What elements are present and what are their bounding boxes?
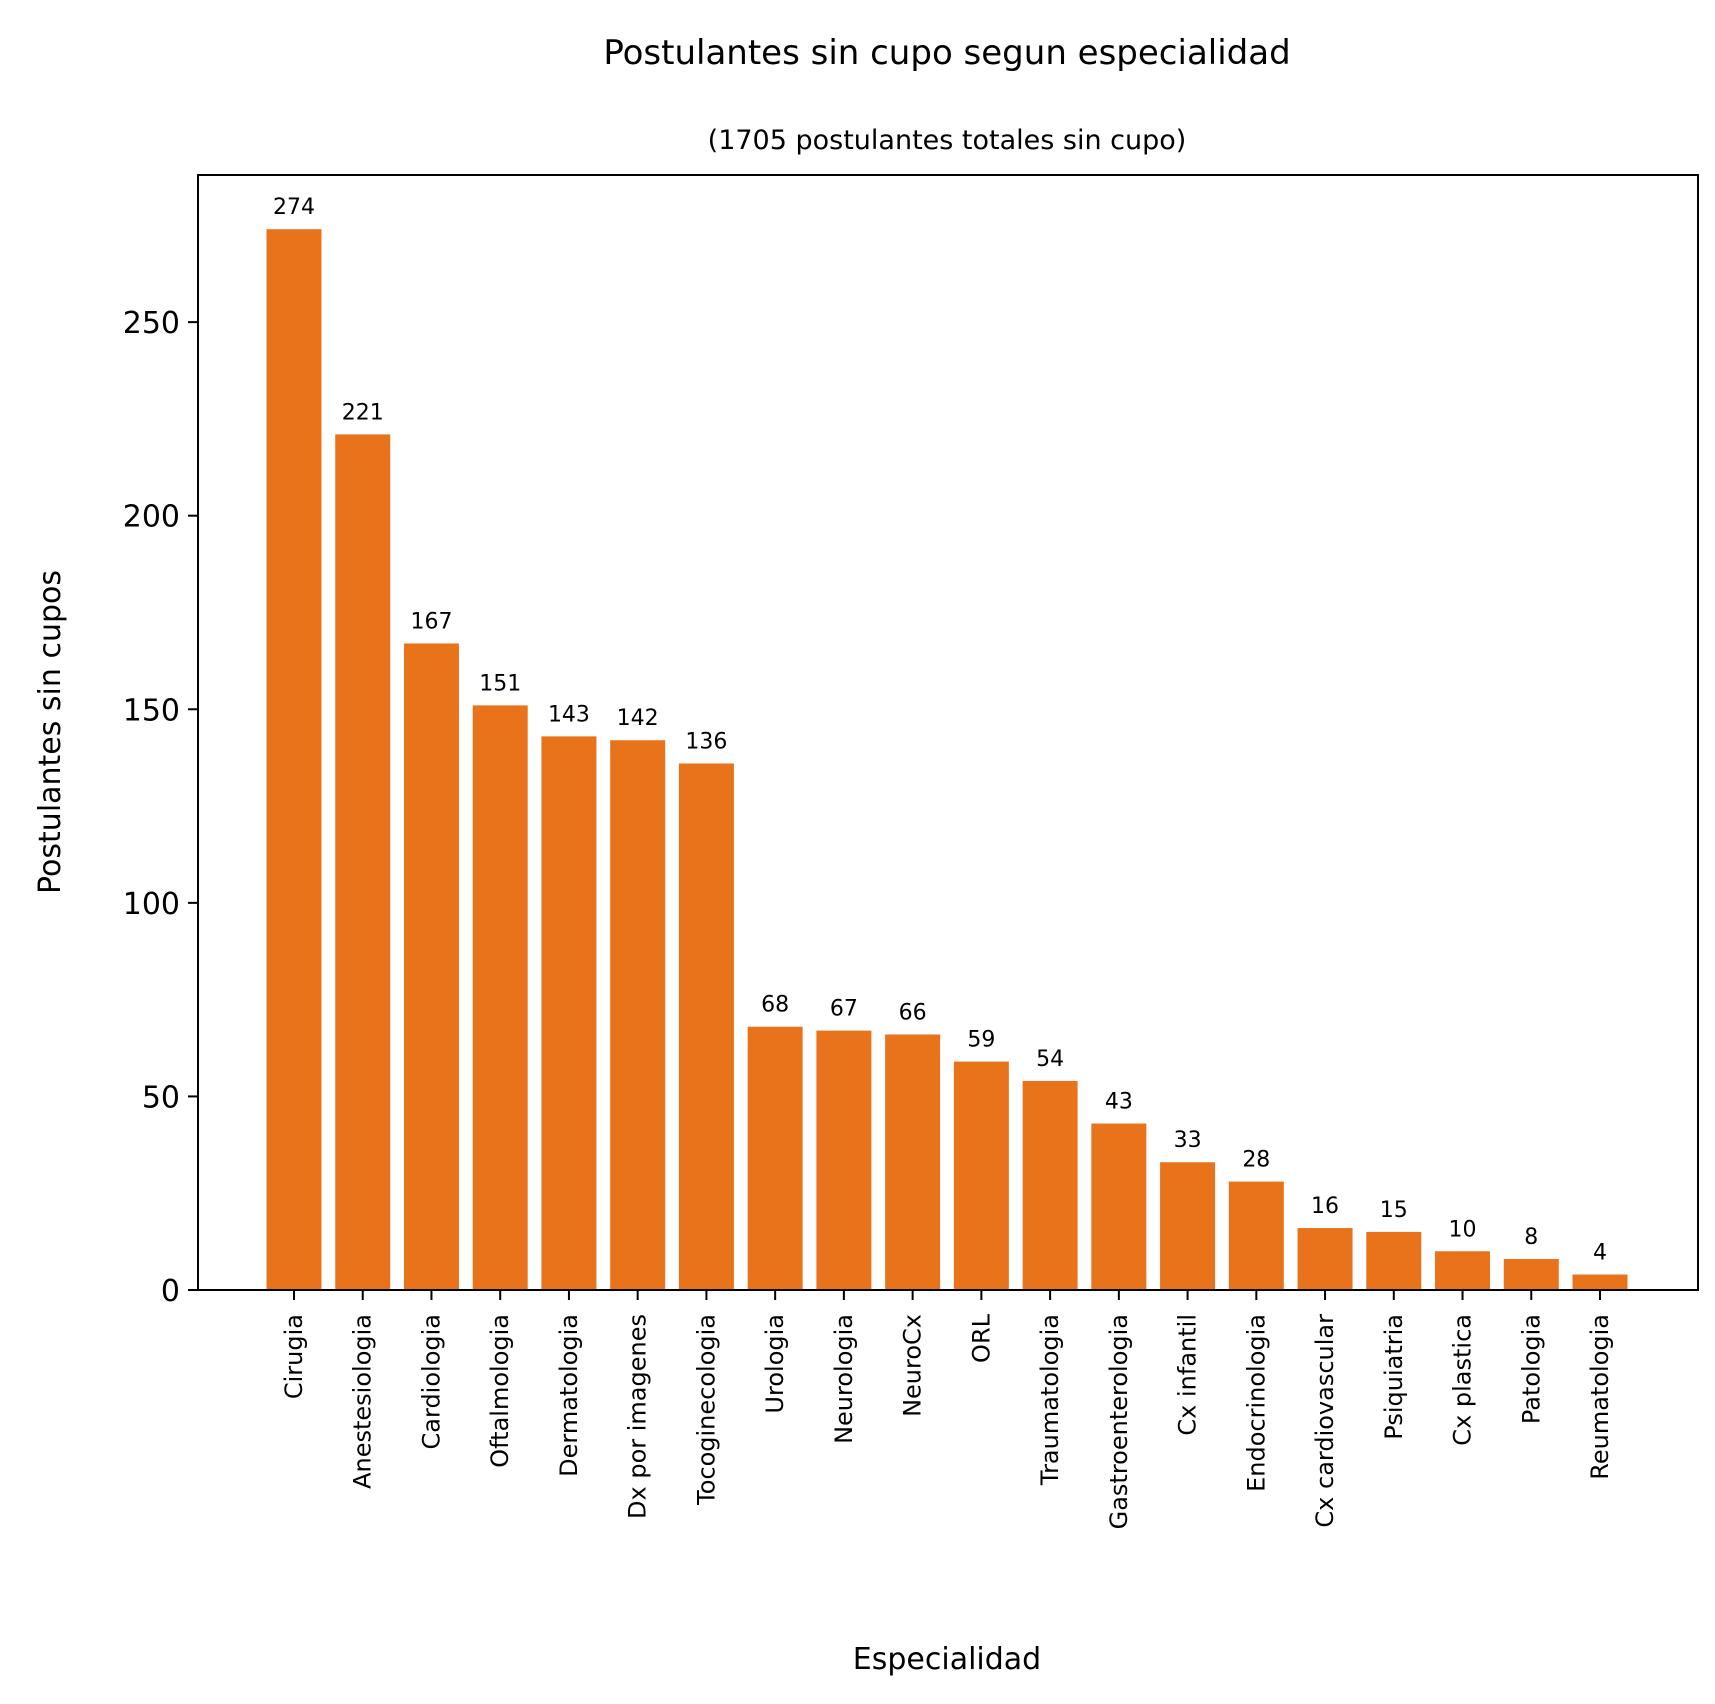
bar-value-label: 16 [1311, 1194, 1339, 1219]
x-tick-label: Oftalmologia [486, 1314, 514, 1468]
bar [266, 229, 322, 1291]
chart-title: Postulantes sin cupo segun especialidad [603, 33, 1290, 73]
bar [953, 1061, 1009, 1290]
y-axis: 0 50 100 150 200 250 [123, 306, 198, 1309]
bar-value-label: 136 [685, 729, 727, 754]
bar [1572, 1274, 1628, 1290]
bar-value-label: 59 [967, 1028, 995, 1053]
bar [1435, 1251, 1491, 1290]
bar [1297, 1228, 1353, 1290]
x-tick-label: Patologia [1517, 1314, 1545, 1424]
bar-value-label: 274 [273, 195, 315, 220]
bar-value-label: 4 [1593, 1241, 1607, 1266]
y-tick-label: 100 [123, 887, 180, 922]
y-tick-label: 150 [123, 693, 180, 728]
bar [1022, 1080, 1078, 1290]
bar [747, 1026, 803, 1290]
chart-subtitle: (1705 postulantes totales sin cupo) [708, 125, 1187, 156]
bar [1160, 1162, 1216, 1290]
bar [403, 643, 459, 1290]
x-axis-label: Especialidad [853, 1642, 1041, 1677]
bar-value-label: 54 [1036, 1047, 1064, 1072]
bar-value-label: 43 [1105, 1090, 1133, 1115]
x-tick-label: Psiquiatria [1380, 1314, 1408, 1440]
bar-value-label: 15 [1380, 1198, 1408, 1223]
x-tick-label: Reumatologia [1586, 1314, 1614, 1480]
bar [472, 705, 528, 1290]
bar-value-label: 143 [548, 702, 590, 727]
x-tick-label: Cirugia [280, 1314, 308, 1399]
x-tick-label: Cx plastica [1449, 1314, 1477, 1446]
x-tick-label: Tocoginecologia [692, 1314, 720, 1506]
x-tick-label: Cx cardiovascular [1311, 1314, 1339, 1528]
bar [885, 1034, 941, 1290]
bars-group [266, 229, 1628, 1291]
bar-value-label: 33 [1174, 1128, 1202, 1153]
bar-value-label: 68 [761, 993, 789, 1018]
bar-value-label: 151 [479, 671, 521, 696]
bar-value-label: 66 [899, 1000, 927, 1025]
bar-value-label: 10 [1449, 1217, 1477, 1242]
x-tick-label: Urologia [761, 1314, 789, 1414]
x-tick-label: ORL [967, 1313, 995, 1363]
x-tick-label: Dermatologia [555, 1314, 583, 1477]
bar-value-label: 28 [1242, 1148, 1270, 1173]
bar-value-label: 167 [410, 609, 452, 634]
bar [678, 763, 734, 1290]
y-tick-label: 50 [142, 1080, 180, 1115]
y-tick-label: 200 [123, 500, 180, 535]
plot-frame [197, 174, 1699, 1291]
bar [1091, 1123, 1147, 1290]
bar [541, 736, 597, 1290]
x-tick-label: Endocrinologia [1242, 1314, 1270, 1492]
x-tick-label: Cardiologia [417, 1314, 445, 1449]
bar-value-label: 221 [342, 400, 384, 425]
x-axis: Cirugia Anestesiologia Cardiologia Oftalmol… [280, 1290, 1614, 1529]
x-tick-label: Gastroenterologia [1105, 1314, 1133, 1529]
bar [1228, 1181, 1284, 1290]
x-tick-label: Traumatologia [1036, 1314, 1064, 1486]
y-tick-label: 250 [123, 306, 180, 341]
bar [610, 740, 666, 1290]
x-tick-label: Dx por imagenes [624, 1314, 652, 1519]
bar-value-label: 142 [617, 706, 659, 731]
value-labels-group: 274 221 167 151 143 142 136 68 67 66 59 54 43 33 28 16 1… [273, 195, 1607, 1265]
bar [816, 1030, 872, 1290]
x-tick-label: Cx infantil [1174, 1314, 1202, 1436]
y-tick-label: 0 [161, 1274, 180, 1309]
x-tick-label: Anestesiologia [349, 1314, 377, 1489]
x-tick-label: NeuroCx [899, 1314, 927, 1417]
bar [1503, 1259, 1559, 1290]
x-tick-label: Neurologia [830, 1314, 858, 1444]
bar [335, 434, 391, 1290]
bar-value-label: 67 [830, 997, 858, 1022]
bar-value-label: 8 [1524, 1225, 1538, 1250]
y-axis-label: Postulantes sin cupos [33, 570, 68, 894]
bar [1366, 1231, 1422, 1290]
